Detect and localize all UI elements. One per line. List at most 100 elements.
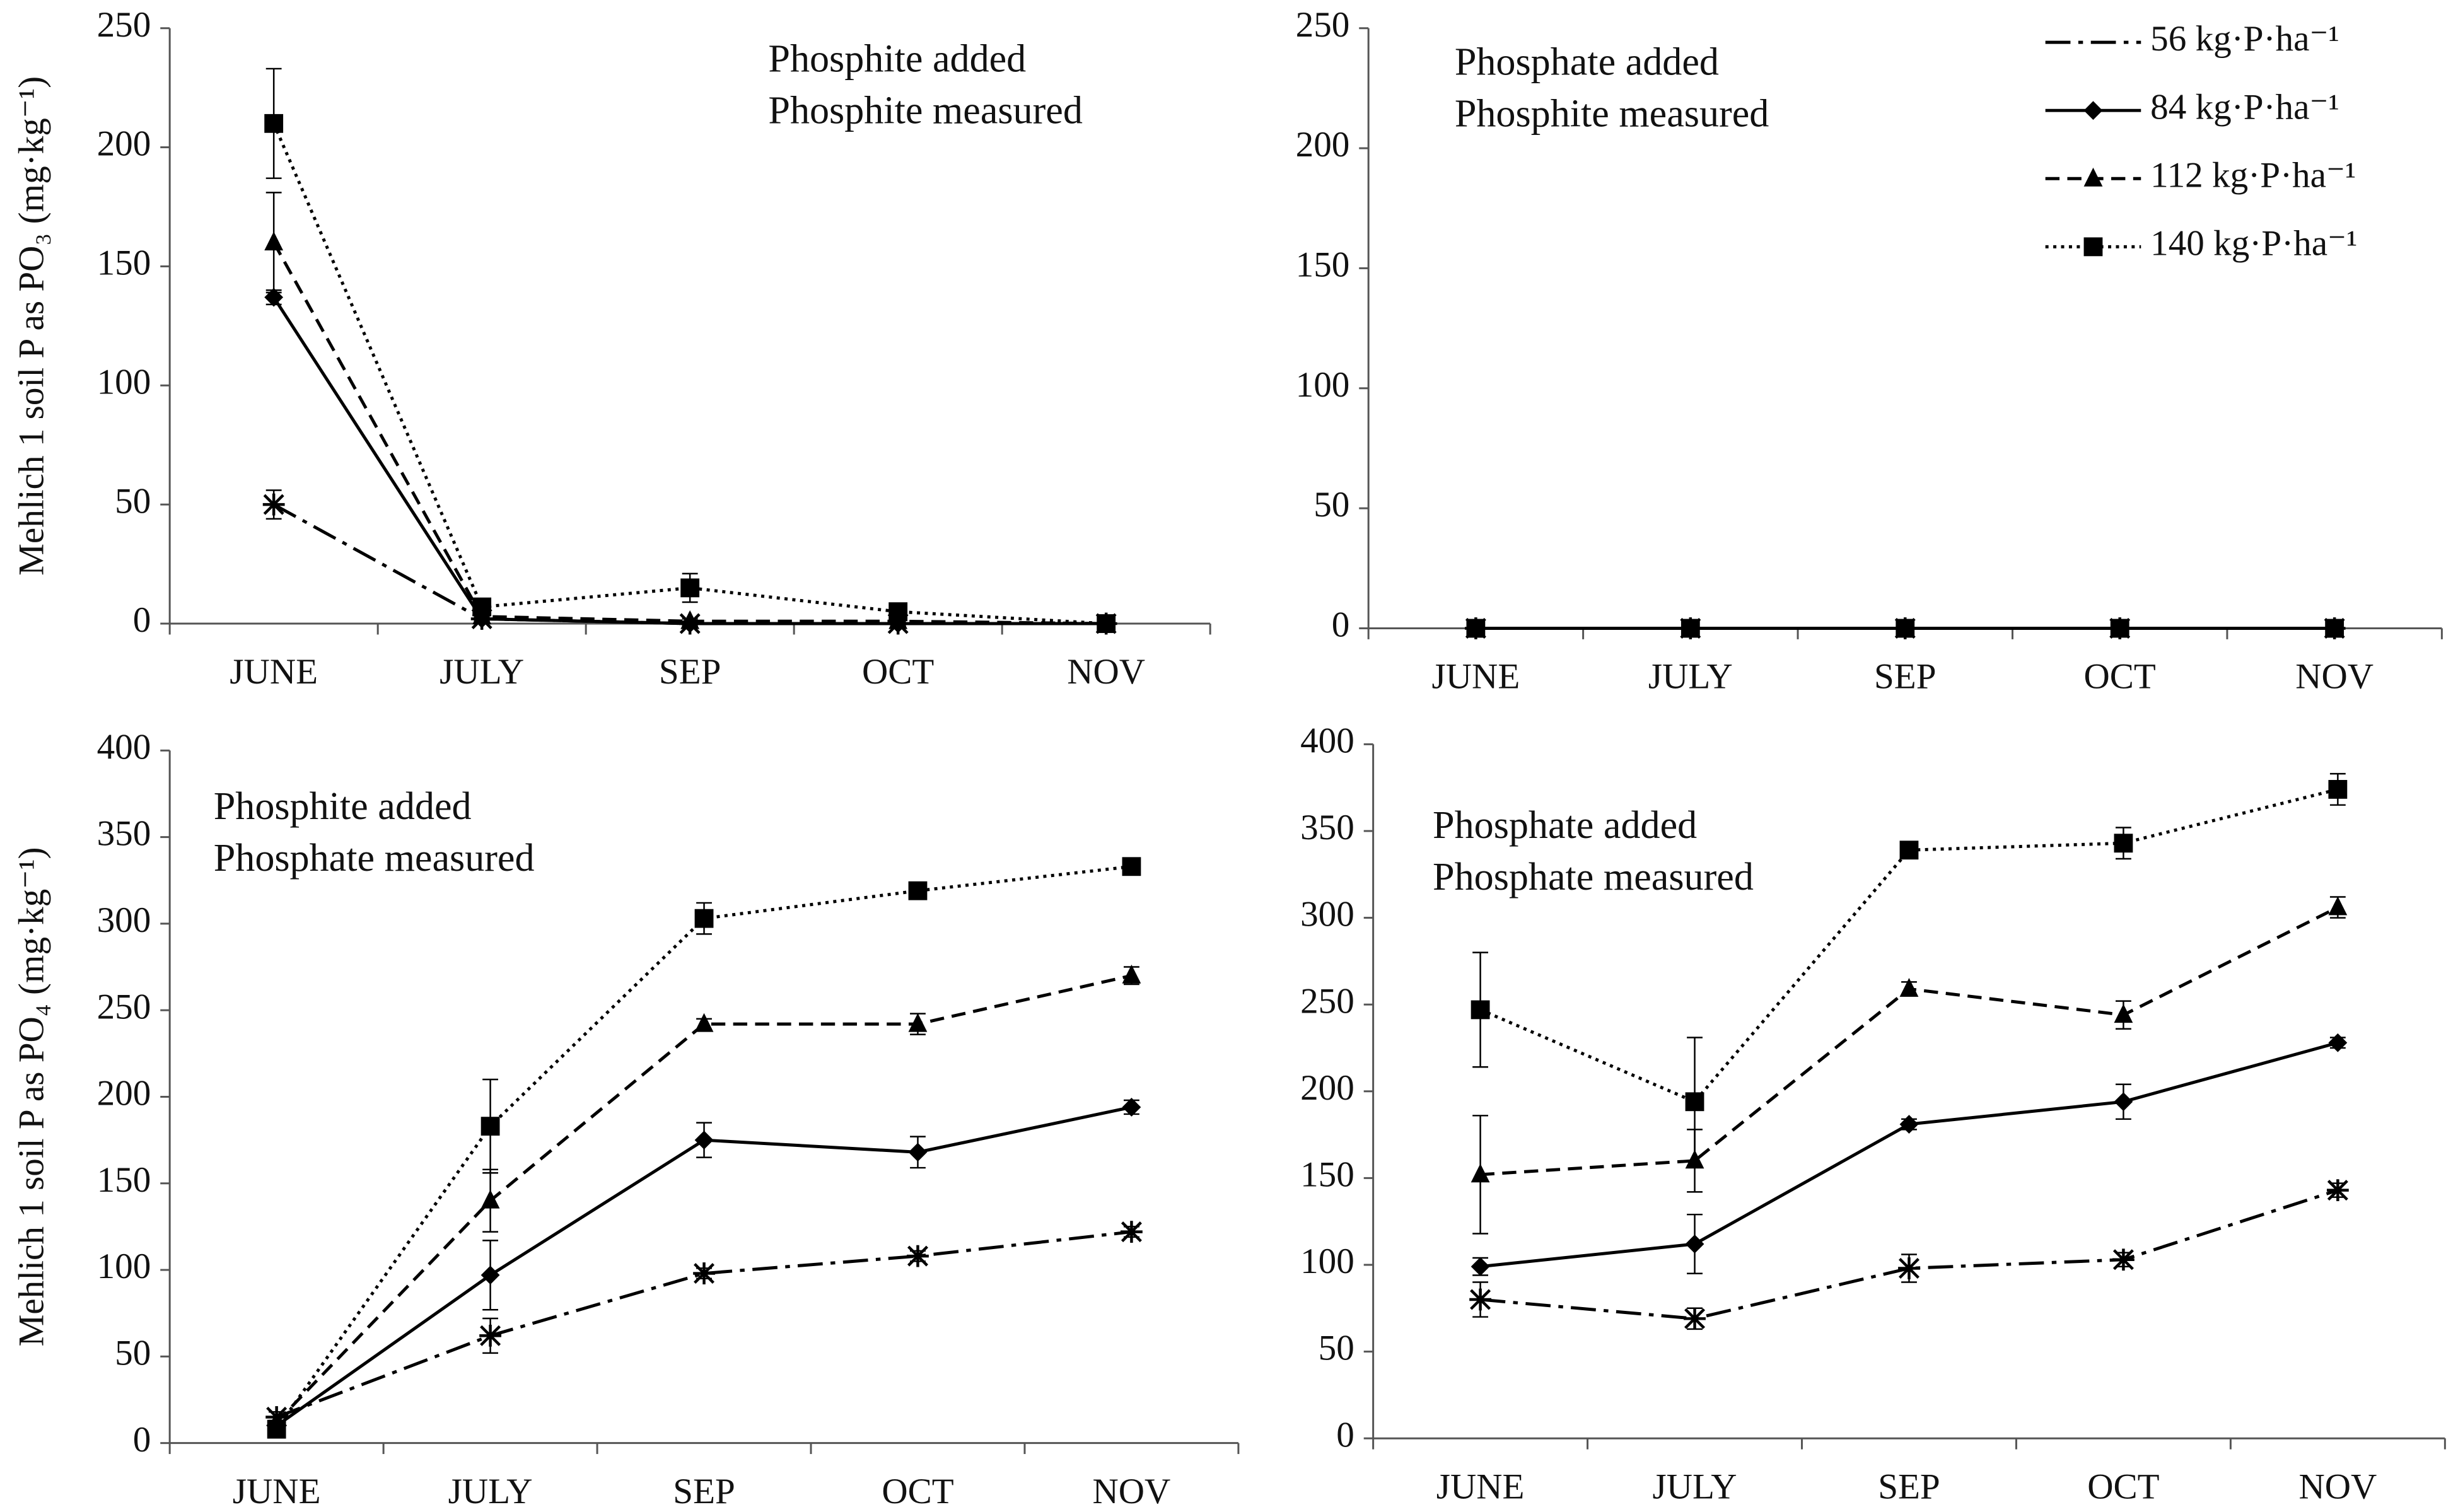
marker [267,1419,286,1439]
marker [1097,614,1116,633]
x-tick-label: OCT [862,652,934,692]
marker [680,610,700,629]
y-tick-label: 400 [97,727,151,767]
marker [908,1143,928,1162]
x-tick-label: JULY [1653,1467,1737,1506]
x-tick-label: OCT [2084,657,2156,697]
y-axis-label: Mehlich 1 soil P as PO₃ (mg·kg⁻¹) [12,76,52,576]
y-tick-label: 200 [1300,1068,1354,1108]
marker [1122,964,1141,984]
x-tick-label: NOV [1093,1472,1171,1511]
y-tick-label: 250 [1296,5,1350,45]
marker [2328,1033,2348,1052]
marker [1122,1098,1141,1117]
marker [680,578,700,598]
marker [2083,101,2103,120]
y-tick-label: 100 [1300,1242,1354,1281]
annotation: Phosphate measured [214,837,535,880]
annotation: Phosphate added [1433,804,1697,847]
series-line [1480,905,2339,1177]
marker [2326,1179,2349,1202]
marker [2114,1092,2133,1112]
y-tick-label: 200 [1296,125,1350,165]
series-line [276,1230,1132,1419]
marker [1898,1257,1920,1279]
annotation: Phosphate added [1455,41,1719,84]
annotation: Phosphite added [214,785,472,828]
marker [2325,619,2344,638]
legend-label: 56 kg·P·ha⁻¹ [2150,19,2339,59]
series-line [275,974,1132,1424]
marker [1899,1115,1919,1134]
x-tick-label: JULY [1648,657,1733,697]
marker [1899,840,1919,860]
x-tick-label: SEP [673,1472,735,1511]
marker [481,1117,500,1136]
marker [1685,1235,1704,1253]
series-line [272,503,1107,625]
annotation: Phosphite added [768,38,1026,81]
y-tick-label: 0 [1332,605,1350,645]
marker [2083,167,2103,187]
marker [1471,1257,1490,1276]
series-line [1480,1189,2339,1320]
x-tick-label: JULY [448,1472,533,1511]
marker [1466,619,1486,638]
marker [2328,780,2348,799]
y-tick-label: 0 [133,1420,151,1460]
y-axis-label: Mehlich 1 soil P as PO₄ (mg·kg⁻¹) [12,847,52,1346]
y-tick-label: 100 [97,362,151,402]
marker [2083,237,2103,257]
x-tick-label: JULY [440,652,524,692]
y-tick-label: 400 [1300,721,1354,760]
y-tick-label: 350 [97,814,151,854]
y-tick-label: 50 [1313,485,1349,525]
marker [472,597,492,617]
series-line [272,122,1107,625]
marker [693,1262,715,1284]
marker [1469,1288,1491,1311]
x-tick-label: NOV [2295,657,2374,697]
y-tick-label: 150 [97,1160,151,1200]
series-line [272,241,1107,625]
marker [1471,1000,1490,1020]
y-tick-label: 200 [97,124,151,164]
marker [2114,1004,2133,1023]
marker [888,602,908,622]
x-tick-label: JUNE [230,652,318,692]
marker [907,1245,929,1267]
legend-label: 112 kg·P·ha⁻¹ [2150,155,2356,195]
y-tick-label: 150 [1300,1154,1354,1194]
y-tick-label: 100 [97,1247,151,1286]
marker [1896,619,1915,638]
annotation: Phosphite measured [768,90,1083,132]
y-tick-label: 250 [97,5,151,45]
x-tick-label: SEP [659,652,721,692]
marker [694,1013,714,1032]
marker [694,909,714,928]
x-tick-label: SEP [1878,1467,1940,1506]
marker [1685,1092,1704,1112]
y-tick-label: 250 [1300,981,1354,1021]
x-tick-label: JUNE [233,1472,321,1511]
y-tick-label: 300 [1300,895,1354,934]
y-tick-label: 250 [97,987,151,1026]
y-tick-label: 100 [1296,365,1350,405]
marker [1680,619,1700,638]
marker [2112,1248,2135,1271]
marker [1121,1221,1143,1243]
y-tick-label: 50 [115,1333,151,1373]
x-tick-label: OCT [2087,1467,2159,1506]
marker [2110,619,2129,638]
x-tick-label: JUNE [1436,1467,1525,1506]
marker [908,1013,928,1032]
marker [262,493,285,516]
marker [1122,857,1141,876]
marker [264,231,284,251]
y-tick-label: 0 [1336,1415,1354,1455]
marker [481,1265,500,1285]
marker [908,881,928,900]
y-tick-label: 300 [97,900,151,940]
annotation: Phosphite measured [1455,93,1769,136]
